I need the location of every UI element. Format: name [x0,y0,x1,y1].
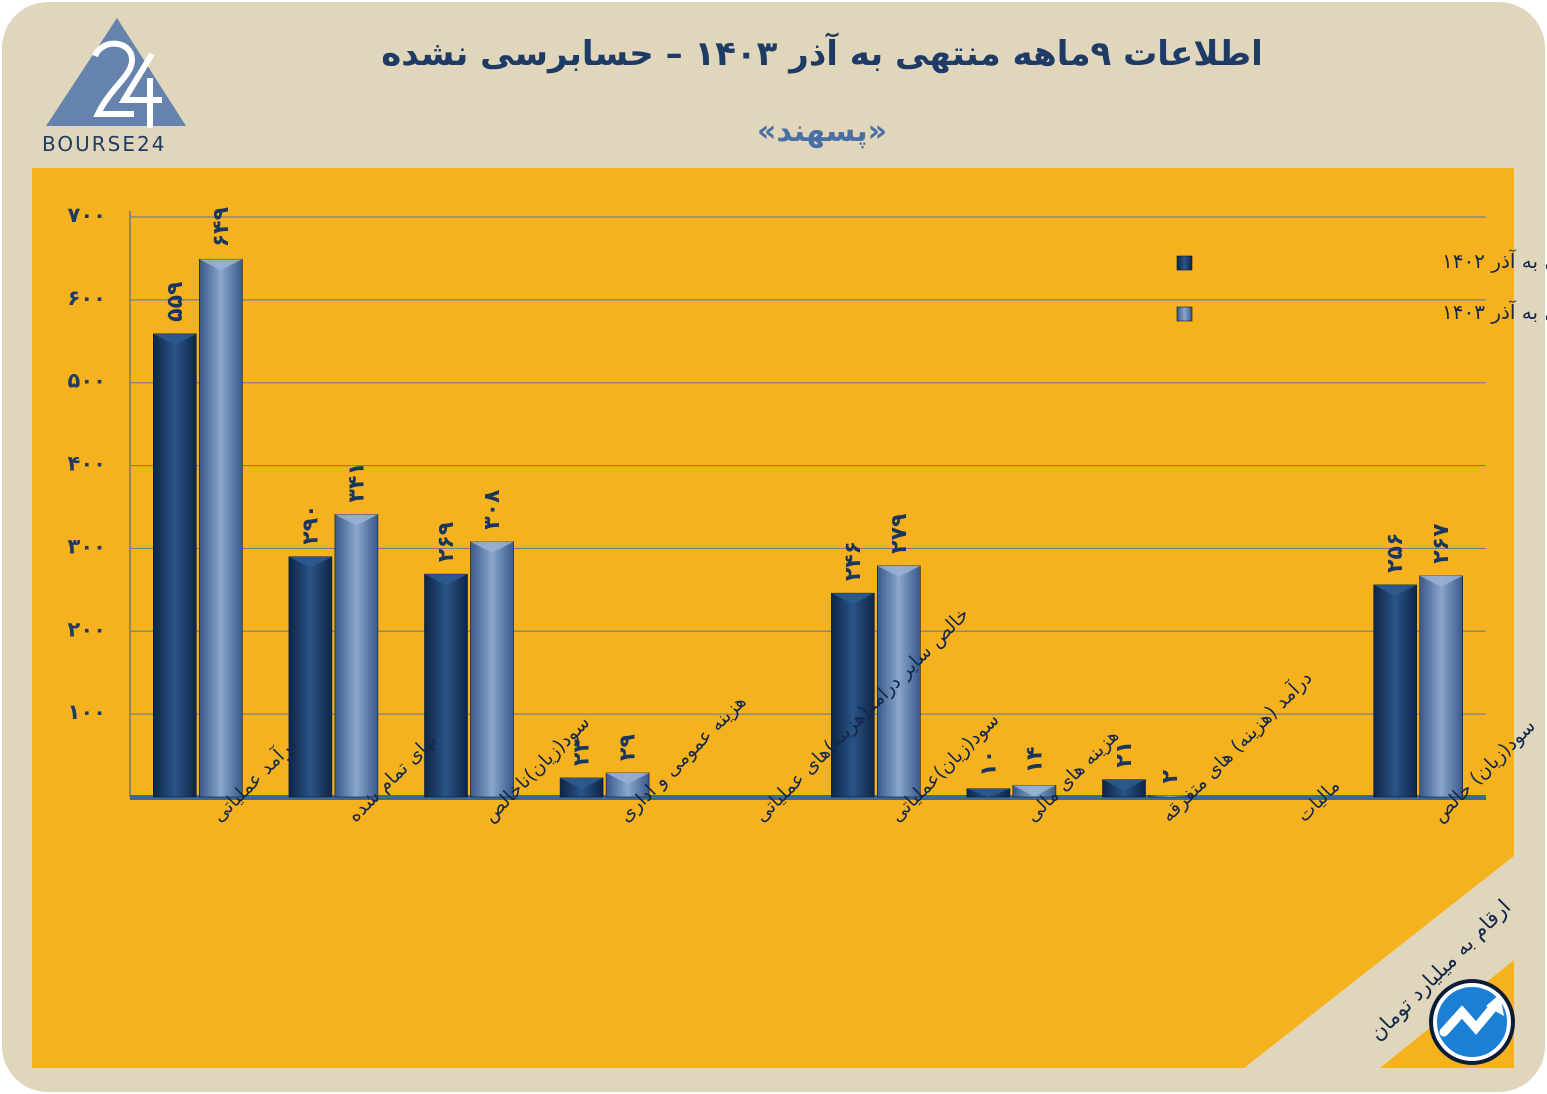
data-label: ۲۹۰ [298,504,323,544]
y-tick-label: ۵۰۰ [68,369,106,393]
data-label: ۲۵۶ [1383,533,1408,573]
bar-top-bevel [1148,795,1192,797]
bar-top-bevel [288,556,332,568]
y-tick-label: ۴۰۰ [68,452,106,476]
y-tick-label: ۷۰۰ [68,203,106,227]
bar-1403 [199,258,243,798]
data-label: ۲۹ [616,734,641,761]
bar-top-bevel [424,574,468,586]
bar-top-bevel [877,565,921,577]
bar-1402 [288,556,333,798]
bourse24-logo-icon [46,18,186,128]
bar-top-bevel [334,514,378,526]
data-label: ۳۰۸ [480,489,505,530]
corner-band [1244,856,1514,1068]
data-label: ۵۵۹ [163,282,188,322]
bar-1402 [1373,584,1417,798]
bar-top-bevel [831,593,875,605]
x-tick-label: درآمد (هزینه) های متفرقه [1156,666,1317,827]
legend-label: عملکرد منتهی به آذر ۱۴۰۲ [1442,248,1547,273]
bar-top-bevel [966,788,1010,797]
bar-1402 [830,592,875,798]
x-tick-label: مالیات [1293,775,1345,827]
data-label: ۱۰ [976,750,1001,777]
data-label: ۲۳ [570,739,595,766]
bar-top-bevel [606,772,650,784]
data-label: ۲ [1158,769,1183,783]
data-label: ۱۴ [1022,747,1047,774]
bar-top-bevel [560,777,604,789]
logo-text: BOURSE24 [42,132,167,156]
bar-top-bevel [153,333,197,345]
bar-top-bevel [1373,584,1417,596]
bar-top-bevel [199,259,243,271]
bar-1403 [470,541,514,798]
x-axis-line [130,795,1486,800]
x-tick-label: هزینه های مالی [1021,725,1123,827]
y-tick-label: ۳۰۰ [68,534,106,558]
bar-top-bevel [1419,575,1463,587]
bar-1403 [334,514,379,798]
y-tick-label: ۲۰۰ [68,617,106,641]
data-label: ۲۱ [1112,741,1137,768]
page-title: اطلاعات ۹ماهه منتهی به آذر ۱۴۰۳ – حسابرس… [381,34,1263,74]
page-subtitle: «پسهند» [757,114,887,149]
data-label: ۲۷۹ [887,514,912,554]
bar-top-bevel [1102,779,1146,791]
trend-arrow-icon [1429,979,1515,1065]
data-label: ۳۴۱ [344,462,369,502]
data-label: ۲۴۶ [841,541,866,581]
bar-1403 [1419,575,1463,798]
data-label: ۲۶۷ [1429,523,1454,564]
legend-swatch [1176,255,1193,271]
bar-1402 [424,573,468,798]
y-tick-label: ۶۰۰ [68,286,106,310]
data-label: ۲۶۹ [434,522,459,562]
bar-1403 [876,565,921,798]
legend-swatch [1176,306,1193,322]
y-tick-label: ۱۰۰ [68,700,106,724]
bar-top-bevel [1012,785,1056,797]
legend-label: عملکرد منتهی به آذر ۱۴۰۳ [1442,299,1547,324]
chart-panel [32,168,1514,1068]
bar-top-bevel [470,541,514,553]
bar-1402 [153,333,197,798]
data-label: ۶۴۹ [209,207,234,247]
